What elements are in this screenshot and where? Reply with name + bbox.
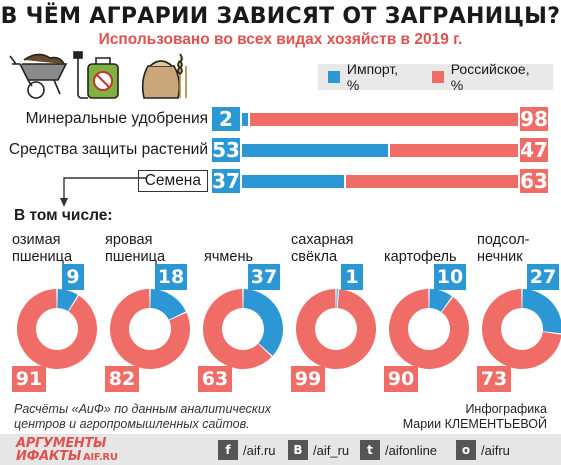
- credit-line: Инфографика: [465, 402, 547, 416]
- crop-label: нечник: [477, 249, 523, 265]
- social-link-facebook[interactable]: f /aif.ru: [218, 440, 276, 460]
- legend-swatch-import: [328, 71, 340, 83]
- social-text: /aifru: [481, 442, 510, 458]
- bar-category-label: Средства защиты растений: [8, 141, 208, 158]
- bar-value-import: 37: [212, 169, 240, 193]
- bar-category-label: Семена: [137, 170, 208, 192]
- twitter-icon: t: [360, 440, 380, 460]
- logo-aif-bottom[interactable]: ИФАКТЫ AIF.RU: [16, 449, 118, 464]
- donut-slice-import: [522, 289, 561, 334]
- donut-slice-russian: [202, 289, 272, 370]
- vk-icon: B: [288, 440, 308, 460]
- donut-slice-russian: [482, 289, 561, 369]
- social-link-odnoklassniki[interactable]: o /aifru: [456, 440, 510, 460]
- facebook-icon: f: [218, 440, 238, 460]
- bar-segment-russian: [390, 144, 518, 157]
- donut-slice-import: [336, 289, 338, 309]
- crop-label: подсол-: [477, 232, 530, 248]
- bar-track: [242, 175, 518, 188]
- donut-slice-russian: [17, 289, 98, 370]
- crop-label: яровая: [105, 232, 153, 248]
- source-note-line: центров и агропромышленных сайтов.: [14, 417, 250, 431]
- donut-value-russian: 91: [12, 366, 46, 392]
- donut-slice-import: [57, 289, 78, 312]
- crop-label: картофель: [384, 249, 457, 265]
- donut-value-import: 27: [527, 264, 559, 290]
- bar-segment-russian: [346, 175, 518, 188]
- donut-slice-russian: [296, 289, 376, 370]
- social-text: /aif.ru: [243, 442, 276, 458]
- donut-value-import: 1: [341, 264, 363, 290]
- donut-value-russian: 82: [105, 366, 139, 392]
- donut-slice-russian: [110, 289, 190, 370]
- page-title: В ЧЁМ АГРАРИИ ЗАВИСЯТ ОТ ЗАГРАНИЦЫ?: [0, 4, 561, 29]
- bar-value-russian: 47: [520, 138, 548, 162]
- donut-value-russian: 90: [384, 366, 418, 392]
- crop-label: пшеница: [105, 249, 166, 265]
- donut-value-import: 18: [155, 264, 187, 290]
- social-text: /aifonline: [385, 442, 438, 458]
- donut-slice-import: [150, 289, 186, 320]
- donut-value-import: 37: [248, 264, 280, 290]
- bar-segment-russian: [249, 113, 518, 126]
- legend-label-russian: Российское, %: [450, 61, 530, 93]
- crop-label: ячмень: [204, 249, 254, 265]
- agro-icons-illustration: [9, 51, 187, 99]
- crop-label: сахарная: [291, 232, 354, 248]
- wheelbarrow-icon: [9, 53, 68, 99]
- donut-value-import: 9: [62, 264, 84, 290]
- crop-label: свёкла: [291, 249, 338, 265]
- logo-aif-bottom-text: ИФАКТЫ: [16, 449, 81, 464]
- bar-category-label: Минеральные удобрения: [25, 110, 208, 127]
- social-text: /aif_ru: [313, 442, 350, 458]
- odnoklassniki-icon: o: [456, 440, 476, 460]
- donut-slice-russian: [389, 289, 470, 369]
- donut-value-russian: 73: [477, 366, 511, 392]
- credit-line: Марии КЛЕМЕНТЬЕВОЙ: [402, 417, 547, 431]
- bar-track: [242, 144, 518, 157]
- bar-value-import: 53: [212, 138, 240, 162]
- donut-value-russian: 63: [198, 366, 232, 392]
- legend-item-russian: Российское, %: [422, 61, 545, 93]
- source-note: Расчёты «АиФ» по данным аналитических це…: [14, 402, 271, 432]
- social-link-twitter[interactable]: t /aifonline: [360, 440, 437, 460]
- logo-aif-top[interactable]: АРГУМЕНТЫ: [16, 436, 107, 451]
- sprayer-icon: [73, 51, 119, 99]
- donut-slice-import: [429, 289, 452, 312]
- legend-swatch-russian: [431, 71, 444, 83]
- bar-value-russian: 98: [520, 107, 548, 131]
- donut-value-russian: 99: [291, 366, 325, 392]
- legend: Импорт, % Российское, %: [318, 61, 553, 93]
- bar-segment-import: [242, 113, 248, 126]
- author-credit: Инфографика Марии КЛЕМЕНТЬЕВОЙ: [403, 402, 547, 432]
- bar-segment-import: [242, 144, 389, 157]
- source-note-line: Расчёты «АиФ» по данным аналитических: [14, 402, 272, 416]
- donut-slice-import: [243, 289, 283, 356]
- logo-url: AIF.RU: [83, 452, 118, 463]
- legend-item-import: Импорт, %: [318, 61, 414, 93]
- grain-sack-icon: [141, 53, 187, 99]
- arrow-down-icon: [60, 177, 146, 207]
- social-link-vk[interactable]: B /aif_ru: [288, 440, 349, 460]
- bar-segment-import: [242, 175, 345, 188]
- bar-value-import: 2: [212, 107, 240, 131]
- bar-track: [242, 113, 518, 126]
- bar-value-russian: 63: [520, 169, 548, 193]
- crop-label: озимая: [12, 232, 61, 248]
- donut-value-import: 10: [434, 264, 466, 290]
- footer: АРГУМЕНТЫ ИФАКТЫ AIF.RU f /aif.ru B /aif_…: [0, 434, 561, 465]
- sub-heading: В том числе:: [14, 207, 113, 224]
- legend-label-import: Импорт, %: [346, 61, 399, 93]
- crop-label: пшеница: [12, 249, 73, 265]
- page-subtitle: Использовано во всех видах хозяйств в 20…: [98, 31, 463, 48]
